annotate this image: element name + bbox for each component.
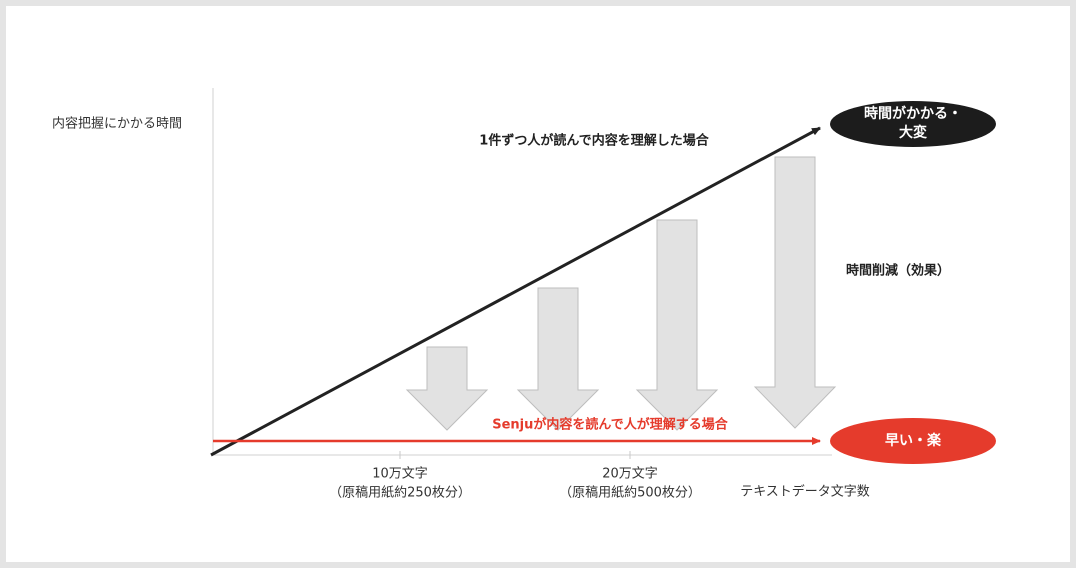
x-tick-label: 10万文字	[372, 467, 428, 482]
x-tick-sublabel: （原稿用紙約500枚分）	[559, 485, 701, 501]
callout-ellipse	[830, 418, 996, 464]
down-arrow	[753, 156, 837, 429]
reduction-arrows	[405, 156, 837, 431]
y-axis-label: 内容把握にかかる時間	[52, 116, 182, 132]
line-label: 1件ずつ人が読んで内容を理解した場合	[479, 133, 709, 149]
down-arrow	[405, 346, 489, 431]
callout-text: 早い・楽	[885, 432, 942, 449]
callout-ellipse	[830, 101, 996, 147]
down-arrow	[635, 219, 719, 431]
x-tick-sublabel: （原稿用紙約250枚分）	[329, 485, 471, 501]
down-arrow	[516, 287, 600, 431]
x-axis-label: テキストデータ文字数	[740, 484, 870, 500]
line-label: Senjuが内容を読んで人が理解する場合	[492, 417, 728, 433]
callout-text: 時間がかかる・	[864, 105, 962, 122]
callout-text: 大変	[899, 124, 927, 141]
manual-line	[210, 126, 821, 457]
x-tick-label: 20万文字	[602, 467, 658, 482]
effect-label: 時間削減（効果）	[846, 263, 950, 279]
